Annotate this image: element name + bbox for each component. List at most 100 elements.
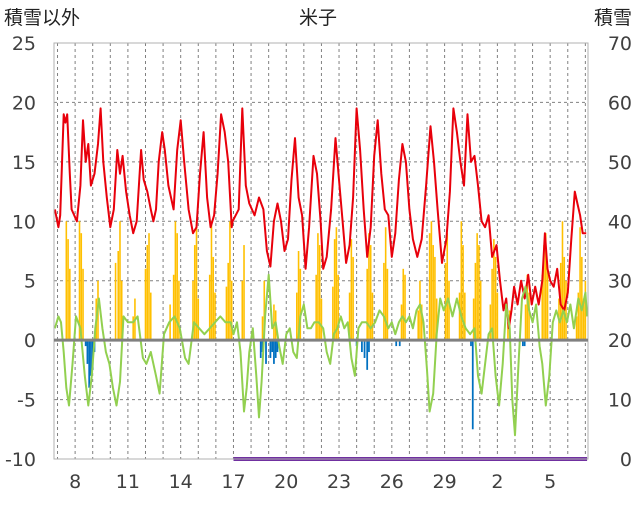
data-bar [446, 233, 449, 341]
data-bar [563, 256, 566, 341]
data-bar [84, 340, 87, 347]
data-bar [579, 227, 581, 341]
data-bar [261, 316, 264, 341]
data-bar [493, 239, 495, 341]
data-bar [146, 245, 149, 341]
data-bar [67, 239, 69, 341]
data-bar [335, 227, 338, 341]
data-bar [65, 221, 68, 341]
left-axis-tick-label: 0 [24, 330, 36, 352]
data-bar [229, 221, 231, 341]
chart-title: 米子 [299, 7, 337, 29]
left-axis-tick-label: -5 [17, 390, 36, 412]
data-bar [318, 245, 321, 341]
data-bar [496, 292, 499, 341]
data-bar [404, 274, 406, 341]
data-bar [523, 340, 526, 347]
left-axis-tick-label: 15 [12, 152, 36, 174]
data-bar [522, 340, 524, 347]
data-bar [296, 292, 298, 341]
x-axis-tick-label: 23 [327, 471, 351, 493]
x-axis-tick-label: 17 [221, 471, 245, 493]
data-bar [210, 221, 213, 341]
data-bar [261, 340, 264, 353]
data-bar [193, 245, 196, 341]
data-bar [575, 316, 578, 341]
data-bar [132, 316, 134, 341]
data-bar [178, 280, 180, 341]
data-bar [470, 340, 472, 347]
right-axis-tick-label: 10 [608, 390, 632, 412]
data-bar [214, 292, 216, 341]
data-bar [581, 256, 583, 341]
data-bar [386, 268, 389, 341]
x-axis-tick-label: 11 [116, 471, 140, 493]
axes [53, 42, 589, 460]
data-bar [337, 274, 339, 341]
data-bar [544, 233, 547, 341]
left-axis-tick-label: 25 [12, 33, 36, 55]
data-bar [476, 233, 478, 341]
data-bar [174, 221, 177, 341]
data-bar [192, 280, 194, 341]
left-axis-tick-label: 10 [12, 211, 36, 233]
right-axis-title: 積雪 [594, 7, 632, 29]
data-bar [333, 239, 336, 341]
data-bar [491, 268, 493, 341]
data-bar [478, 245, 480, 341]
data-bar [82, 268, 84, 341]
data-bar [383, 262, 385, 341]
data-bar [315, 274, 317, 341]
data-bar [271, 340, 274, 353]
data-bar [317, 233, 319, 341]
data-bar [332, 286, 334, 341]
data-bar [297, 251, 300, 341]
data-bar [197, 298, 200, 341]
data-bar [417, 310, 420, 341]
data-bar [363, 340, 366, 358]
data-bar [80, 233, 83, 341]
data-bar [398, 340, 401, 347]
x-axis-tick-label: 5 [544, 471, 556, 493]
data-bar [148, 233, 150, 341]
data-bar [269, 340, 272, 358]
data-bar [384, 227, 387, 341]
data-bar [420, 304, 423, 341]
series-line [53, 107, 587, 330]
data-bar [176, 233, 178, 341]
data-bar [352, 256, 354, 341]
data-bar [565, 280, 567, 341]
left-axis-title: 積雪以外 [4, 7, 80, 29]
data-bar [494, 256, 497, 341]
data-bar [172, 274, 175, 341]
data-bar [435, 298, 438, 341]
data-bar [78, 221, 81, 341]
data-bar [114, 262, 117, 341]
data-bar [144, 268, 147, 341]
data-bar [371, 292, 374, 341]
data-bar [366, 340, 369, 370]
data-bar [460, 221, 463, 341]
x-axis-tick-label: 2 [491, 471, 503, 493]
data-bar [464, 292, 466, 341]
data-bar [243, 245, 245, 341]
data-bar [361, 340, 363, 353]
right-axis-tick-label: 20 [608, 330, 632, 352]
data-bar [119, 221, 121, 341]
data-bar [263, 280, 266, 341]
data-bar [274, 340, 277, 358]
data-bar [434, 256, 436, 341]
data-bar [90, 340, 92, 376]
data-bar [472, 298, 475, 341]
data-bar [208, 274, 211, 341]
data-bar [120, 280, 123, 341]
right-axis-tick-label: 70 [608, 33, 632, 55]
data-bar [584, 280, 587, 341]
data-bar [432, 245, 434, 341]
data-bar [489, 304, 492, 341]
left-axis-tick-label: 20 [12, 92, 36, 114]
data-bar [227, 262, 229, 341]
data-bar [402, 268, 405, 341]
data-bar [458, 292, 461, 341]
